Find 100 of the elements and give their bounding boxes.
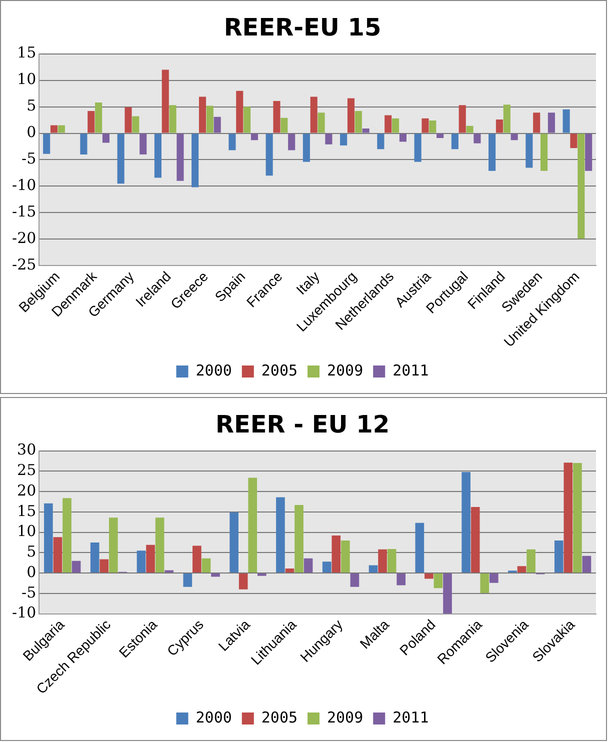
bar [198,96,206,133]
bar [396,574,406,586]
y-tick-label: 10 [17,70,36,88]
bar [310,96,318,133]
bar [318,112,325,133]
chart-title: REER - EU 12 [215,410,390,439]
bar [347,98,355,133]
bar [362,128,370,133]
bar [280,118,288,133]
y-tick-label: -10 [12,604,36,622]
bar [526,549,536,573]
bar [510,134,518,140]
bar [322,562,332,573]
bar [58,125,65,133]
bar [429,120,436,133]
bar [192,546,202,573]
bar [340,134,348,146]
bar [470,507,480,573]
bar [503,104,510,133]
bar [341,540,350,573]
bar [573,463,582,573]
y-tick-label: -5 [22,150,36,168]
bar [354,111,362,133]
y-tick-label: 15 [17,502,36,520]
bar [350,574,360,587]
y-tick-label: -25 [12,256,36,274]
bar [517,566,526,573]
legend-label: 2005 [261,708,298,726]
bar [108,518,118,573]
y-tick-label: 20 [17,481,36,500]
bar [162,70,169,133]
bar [285,568,294,573]
bar [392,118,400,133]
chart-title: REER-EU 15 [224,14,382,42]
bar [526,134,533,168]
bar [488,134,496,171]
bar [80,134,88,154]
bar [564,462,573,573]
bar [554,540,564,573]
bar [474,134,481,144]
bar [288,134,296,150]
legend-label: 2009 [327,708,364,726]
bar [578,134,585,239]
bar [266,134,273,176]
bar [53,537,62,573]
bar [88,111,95,133]
bar [90,542,100,573]
bar [62,498,72,573]
legend-label: 2000 [196,708,232,726]
bar [378,549,387,573]
bar [562,109,570,133]
bar [169,105,176,133]
bar [414,134,422,162]
legend-label: 2009 [327,361,364,380]
y-tick-label: -5 [22,583,36,602]
bar [230,512,238,573]
bar [458,105,466,133]
bar [124,107,132,133]
bar [462,472,470,573]
bar [250,134,258,140]
bar [228,134,236,150]
y-tick-label: 15 [17,44,36,62]
bar [140,134,147,154]
bar [238,574,248,590]
legend-label: 2005 [261,361,298,380]
bar [248,478,258,573]
bar [273,100,280,133]
bar [451,134,458,150]
bar [100,559,109,573]
bar [415,522,424,573]
bar [117,134,124,184]
bar [244,106,251,133]
bar [294,504,304,573]
bar [490,574,498,583]
bar [570,134,578,148]
bar [533,112,540,133]
bar [132,116,140,133]
bar [50,125,58,133]
bar [236,90,244,133]
bar [154,134,162,178]
bar [466,126,474,133]
bar [136,550,146,573]
bar [585,134,592,171]
bar [95,102,102,133]
bar [304,558,313,573]
y-tick-label: 10 [17,522,36,540]
bar [496,119,504,133]
y-tick-label: -15 [12,202,36,221]
bar [325,134,332,144]
bar [43,134,50,154]
bar [399,134,406,142]
bar [102,134,110,143]
y-tick-label: 5 [26,542,36,561]
bar [211,574,220,577]
bar [377,134,384,150]
bar [202,558,211,573]
bar [443,574,452,614]
bar [214,116,221,133]
bar [176,134,184,181]
bar [164,570,174,573]
